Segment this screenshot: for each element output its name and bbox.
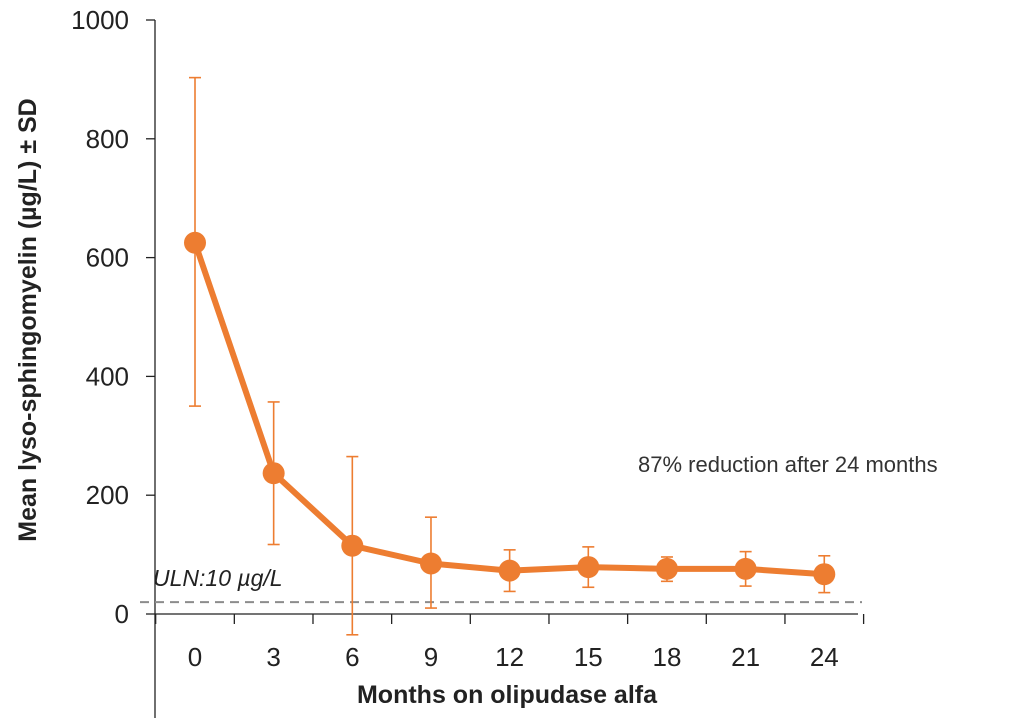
reduction-annotation: 87% reduction after 24 months	[638, 452, 938, 477]
data-point	[184, 231, 206, 254]
uln-reference: ULN:10 µg/L	[140, 565, 862, 604]
data-point	[262, 462, 285, 485]
series-group	[184, 231, 836, 586]
data-point	[498, 559, 521, 582]
y-axis-title: Mean lyso-sphingomyelin (µg/L) ± SD	[14, 98, 42, 541]
y-tick-label: 600	[86, 243, 129, 273]
y-tick-label: 800	[86, 124, 129, 154]
x-tick-label: 21	[731, 642, 760, 672]
y-tick-label: 1000	[71, 5, 129, 35]
x-tick-label: 15	[574, 642, 603, 672]
data-point	[577, 556, 600, 579]
axes	[146, 19, 865, 718]
x-axis-title: Months on olipudase alfa	[357, 681, 658, 709]
x-tick-label: 12	[495, 642, 524, 672]
series-line	[192, 239, 828, 578]
y-tick-label: 0	[115, 599, 129, 629]
x-tick-label: 0	[188, 642, 202, 672]
y-tick-label: 200	[86, 480, 129, 510]
data-point	[734, 557, 757, 580]
x-tick-label: 6	[345, 642, 359, 672]
error-bars	[189, 76, 831, 636]
x-tick-label: 3	[266, 642, 280, 672]
uln-label: ULN:10 µg/L	[153, 565, 283, 591]
x-tick-label: 24	[810, 642, 839, 672]
data-point	[341, 534, 364, 557]
x-tick-label: 18	[652, 642, 681, 672]
tick-labels: 0 200 400 600 800 1000 0 3 6 9 12 15 18 21 24	[71, 5, 839, 672]
data-point	[655, 557, 678, 580]
data-point	[813, 563, 836, 586]
y-tick-label: 400	[86, 361, 129, 391]
x-tick-label: 9	[424, 642, 438, 672]
data-point	[419, 552, 442, 575]
